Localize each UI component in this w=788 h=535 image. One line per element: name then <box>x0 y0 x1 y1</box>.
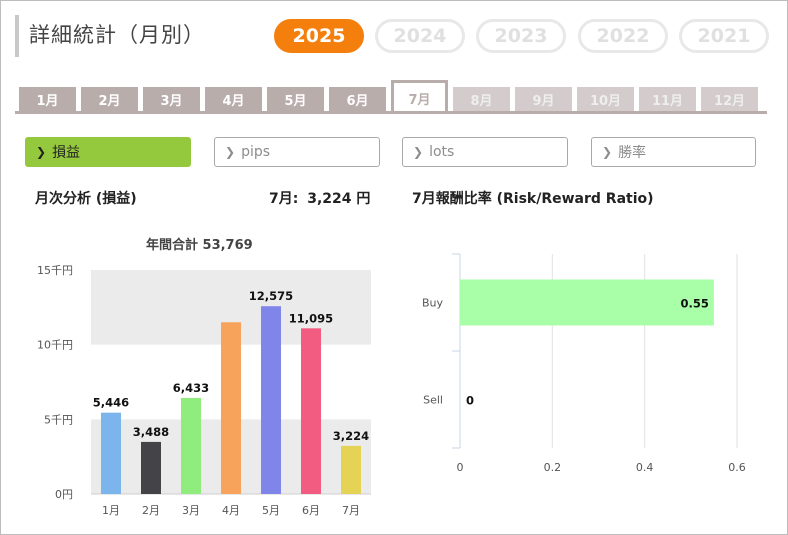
chevron-right-icon: ❯ <box>36 145 47 159</box>
winrate-filter-button[interactable]: ❯ 勝率 <box>591 137 756 167</box>
data-label: 11,095 <box>289 311 333 325</box>
profit-filter-button[interactable]: ❯ 損益 <box>25 137 191 167</box>
chevron-right-icon: ❯ <box>602 145 613 159</box>
tab-month-5[interactable]: 5月 <box>267 87 324 111</box>
tab-month-7[interactable]: 7月 <box>391 80 448 114</box>
x-tick-label: 0.6 <box>728 461 746 474</box>
year-button-2022[interactable]: 2022 <box>578 19 668 53</box>
bar-6月[interactable] <box>301 328 321 494</box>
bar-1月[interactable] <box>101 412 121 494</box>
monthly-pl-bar-chart: 0円 5千円 10千円 15千円 5,446 1月 3,488 2月 6,433 3月 4月 12,5… <box>37 264 371 517</box>
filter-label: 勝率 <box>618 145 647 161</box>
tab-month-11[interactable]: 11月 <box>639 87 696 111</box>
bar-3月[interactable] <box>181 397 201 494</box>
year-button-2024[interactable]: 2024 <box>375 19 465 53</box>
page-title: 詳細統計（月別） <box>29 23 205 47</box>
year-button-2021[interactable]: 2021 <box>679 19 769 53</box>
right-panel-title: 7月報酬比率 (Risk/Reward Ratio) <box>412 191 654 207</box>
x-tick-label: 7月 <box>342 504 360 517</box>
tab-month-10[interactable]: 10月 <box>577 87 634 111</box>
pips-filter-button[interactable]: ❯ pips <box>214 137 380 167</box>
x-tick-label: 3月 <box>182 504 200 517</box>
filter-label: 損益 <box>52 145 81 161</box>
data-label: 5,446 <box>93 396 129 410</box>
tab-month-2[interactable]: 2月 <box>81 87 138 111</box>
risk-reward-bar-chart: 0 0.2 0.4 0.6 Buy 0.55 Sell 0 <box>422 253 746 474</box>
lots-filter-button[interactable]: ❯ lots <box>402 137 568 167</box>
bar-4月[interactable] <box>221 322 241 494</box>
y-tick-label: 10千円 <box>37 339 73 352</box>
bar-5月[interactable] <box>261 306 281 494</box>
bar-Buy[interactable] <box>460 279 714 326</box>
tab-month-6[interactable]: 6月 <box>329 87 386 111</box>
data-label: 0 <box>466 394 474 408</box>
current-month-summary: 7月: 3,224 円 <box>269 188 370 208</box>
chevron-right-icon: ❯ <box>225 145 236 159</box>
current-month-label: 7月: <box>269 191 299 207</box>
x-tick-label: 2月 <box>142 504 160 517</box>
tab-month-8[interactable]: 8月 <box>453 87 510 111</box>
left-panel-title: 月次分析 (損益) <box>35 191 137 207</box>
data-label: 3,224 <box>333 429 369 443</box>
y-category-label: Buy <box>422 297 444 310</box>
y-tick-label: 0円 <box>55 488 73 501</box>
data-label: 3,488 <box>133 425 169 439</box>
x-tick-label: 0.4 <box>636 461 654 474</box>
x-tick-label: 6月 <box>302 504 320 517</box>
tab-month-12[interactable]: 12月 <box>701 87 758 111</box>
title-accent-bar <box>15 15 19 57</box>
filter-label: lots <box>429 144 455 160</box>
x-tick-label: 5月 <box>262 504 280 517</box>
y-tick-label: 15千円 <box>37 264 73 277</box>
bar-2月[interactable] <box>141 441 161 494</box>
chevron-right-icon: ❯ <box>413 145 424 159</box>
tab-month-4[interactable]: 4月 <box>205 87 262 111</box>
tab-month-9[interactable]: 9月 <box>515 87 572 111</box>
x-tick-label: 4月 <box>222 504 240 517</box>
current-month-value: 3,224 円 <box>307 191 371 207</box>
bar-7月[interactable] <box>341 445 361 494</box>
annual-total-title: 年間合計 53,769 <box>146 238 253 253</box>
year-button-2023[interactable]: 2023 <box>476 19 566 53</box>
tab-month-1[interactable]: 1月 <box>19 87 76 111</box>
x-tick-label: 0 <box>457 461 464 474</box>
x-tick-label: 1月 <box>102 504 120 517</box>
y-tick-label: 5千円 <box>44 413 73 426</box>
data-label: 6,433 <box>173 381 209 395</box>
tabs-baseline <box>15 111 767 114</box>
y-category-label: Sell <box>423 394 443 407</box>
filter-label: pips <box>241 144 271 160</box>
x-tick-label: 0.2 <box>544 461 562 474</box>
data-label: 12,575 <box>249 289 293 303</box>
data-label: 0.55 <box>681 297 709 311</box>
tab-month-3[interactable]: 3月 <box>143 87 200 111</box>
year-button-2025[interactable]: 2025 <box>274 19 364 53</box>
